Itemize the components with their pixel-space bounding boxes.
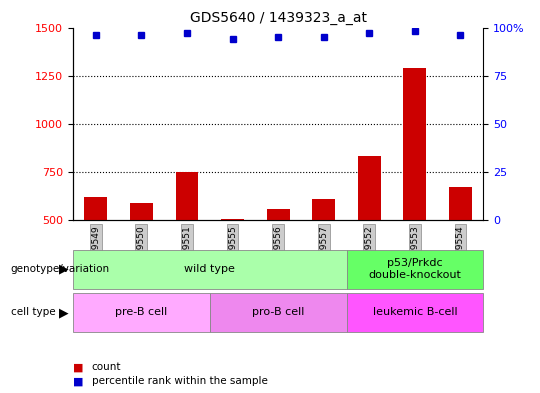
Title: GDS5640 / 1439323_a_at: GDS5640 / 1439323_a_at xyxy=(190,11,367,25)
Bar xyxy=(347,250,483,289)
Bar xyxy=(73,293,210,332)
Bar xyxy=(312,199,335,316)
Bar xyxy=(449,187,472,316)
Text: ■: ■ xyxy=(73,376,83,386)
Text: wild type: wild type xyxy=(184,264,235,274)
Text: cell type: cell type xyxy=(11,307,56,318)
Text: ■: ■ xyxy=(73,362,83,373)
Bar xyxy=(73,250,347,289)
Text: count: count xyxy=(92,362,122,373)
Text: leukemic B-cell: leukemic B-cell xyxy=(373,307,457,318)
Bar xyxy=(358,156,381,316)
Text: ▶: ▶ xyxy=(59,306,69,319)
Bar xyxy=(221,219,244,316)
Text: ▶: ▶ xyxy=(59,263,69,276)
Bar xyxy=(347,293,483,332)
Bar xyxy=(176,172,198,316)
Text: p53/Prkdc
double-knockout: p53/Prkdc double-knockout xyxy=(368,259,461,280)
Text: pre-B cell: pre-B cell xyxy=(115,307,167,318)
Bar xyxy=(84,197,107,316)
Bar xyxy=(130,203,153,316)
Bar xyxy=(267,209,289,316)
Bar xyxy=(210,293,347,332)
Text: genotype/variation: genotype/variation xyxy=(11,264,110,274)
Text: pro-B cell: pro-B cell xyxy=(252,307,304,318)
Bar xyxy=(403,68,426,316)
Text: percentile rank within the sample: percentile rank within the sample xyxy=(92,376,268,386)
